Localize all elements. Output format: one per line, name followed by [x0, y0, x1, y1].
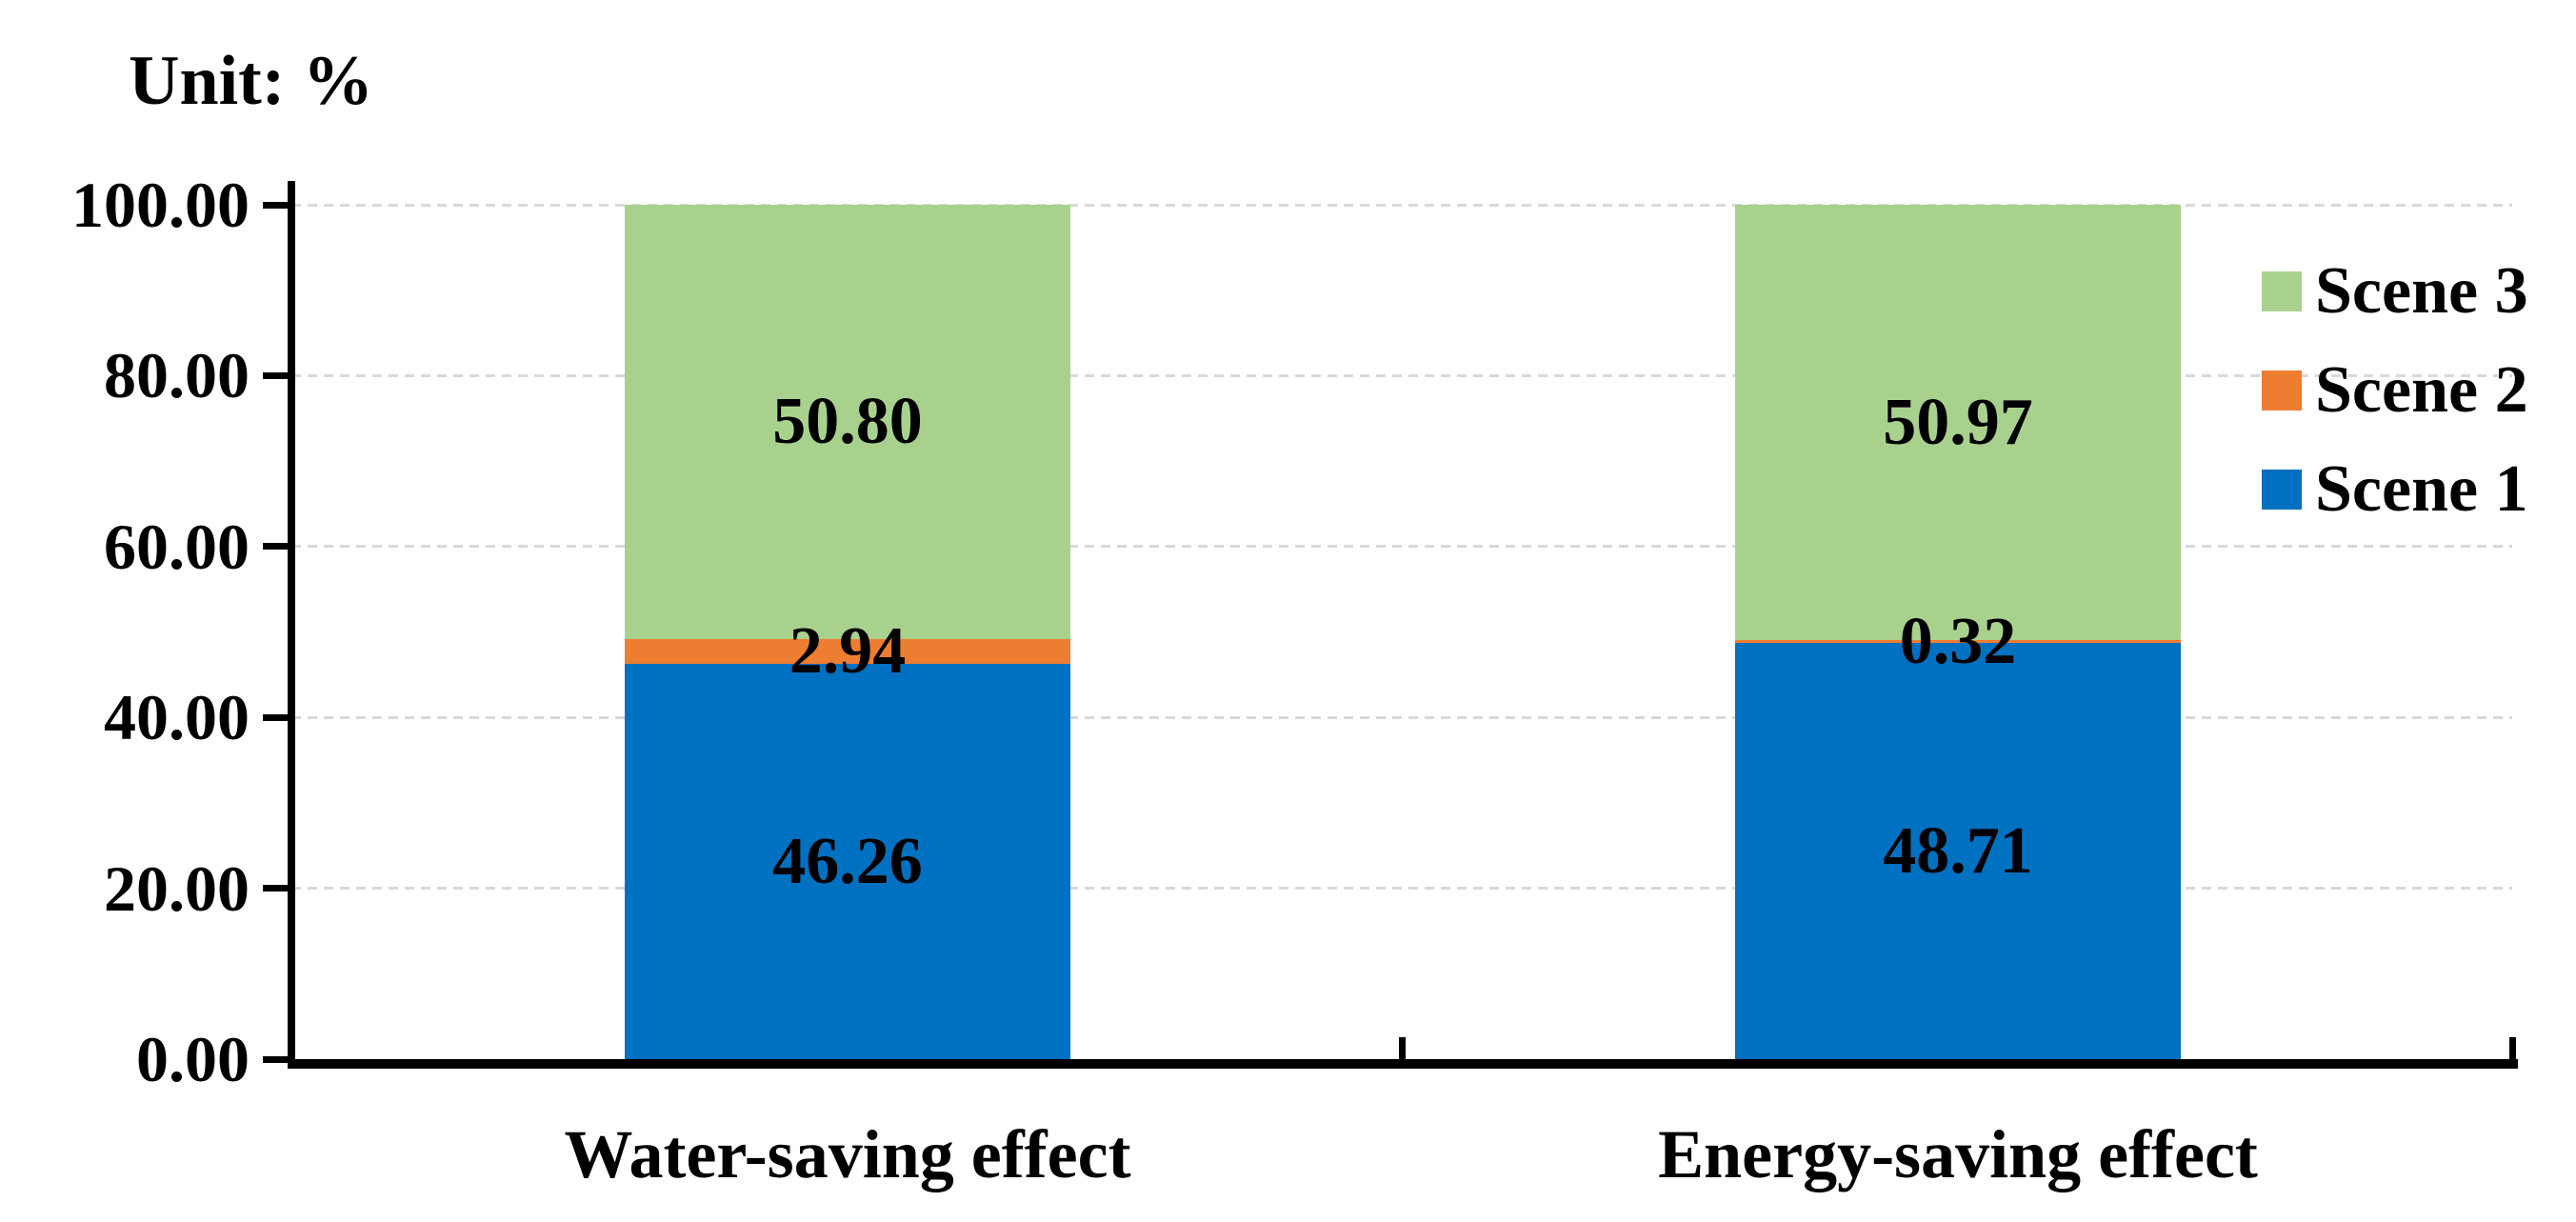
legend-item-scene-2: Scene 2 [2262, 357, 2528, 424]
y-tick-60 [263, 543, 288, 551]
y-tick-20 [263, 885, 288, 892]
bar-energy-saving [1735, 0, 2181, 1059]
y-tick-label-40: 40.00 [104, 681, 250, 754]
legend-swatch-icon [2262, 371, 2302, 411]
legend-label: Scene 2 [2315, 353, 2528, 427]
legend-label: Scene 1 [2315, 452, 2528, 526]
bar-segment-scene-2 [625, 638, 1070, 665]
legend-item-scene-3: Scene 3 [2262, 258, 2528, 325]
bar-segment-scene-3 [1735, 205, 2181, 641]
bar-segment-scene-3 [625, 205, 1070, 639]
legend-label: Scene 3 [2315, 254, 2528, 328]
data-label-scene-1: 48.71 [1883, 813, 2033, 888]
y-tick-label-60: 60.00 [104, 510, 250, 583]
data-label-scene-2: 0.32 [1899, 604, 2017, 678]
gridline-60 [291, 545, 2512, 549]
bar-segment-scene-2 [1735, 640, 2181, 644]
y-tick-label-100: 100.00 [71, 169, 250, 241]
bar-water-saving [625, 0, 1070, 1059]
legend-swatch-icon [2262, 470, 2302, 510]
gridline-100 [291, 203, 2512, 207]
x-axis-line [288, 1059, 2518, 1069]
gridline-80 [291, 373, 2512, 377]
bar-segment-scene-1 [625, 664, 1070, 1059]
y-tick-label-0: 0.00 [136, 1023, 250, 1095]
gridline-20 [291, 887, 2512, 891]
y-tick-label-80: 80.00 [104, 339, 250, 412]
category-label-water-saving: Water-saving effect [564, 1116, 1131, 1192]
legend-swatch-icon [2262, 271, 2302, 311]
y-tick-100 [263, 201, 288, 209]
unit-label: Unit: % [129, 42, 373, 120]
data-label-scene-1: 46.26 [772, 824, 923, 898]
bar-segment-scene-1 [1735, 643, 2181, 1059]
data-label-scene-2: 2.94 [789, 613, 907, 688]
y-tick-40 [263, 713, 288, 721]
y-tick-label-20: 20.00 [104, 851, 250, 925]
data-label-scene-3: 50.97 [1883, 385, 2033, 459]
y-axis-line [288, 181, 295, 1069]
y-tick-0 [263, 1055, 288, 1063]
x-boundary-tick-1 [2508, 1037, 2516, 1059]
x-boundary-tick-0 [1398, 1037, 1406, 1059]
legend-item-scene-1: Scene 1 [2262, 456, 2528, 523]
category-label-energy-saving: Energy-saving effect [1658, 1116, 2258, 1192]
data-label-scene-3: 50.80 [772, 384, 923, 458]
gridline-40 [291, 715, 2512, 719]
y-tick-80 [263, 371, 288, 379]
